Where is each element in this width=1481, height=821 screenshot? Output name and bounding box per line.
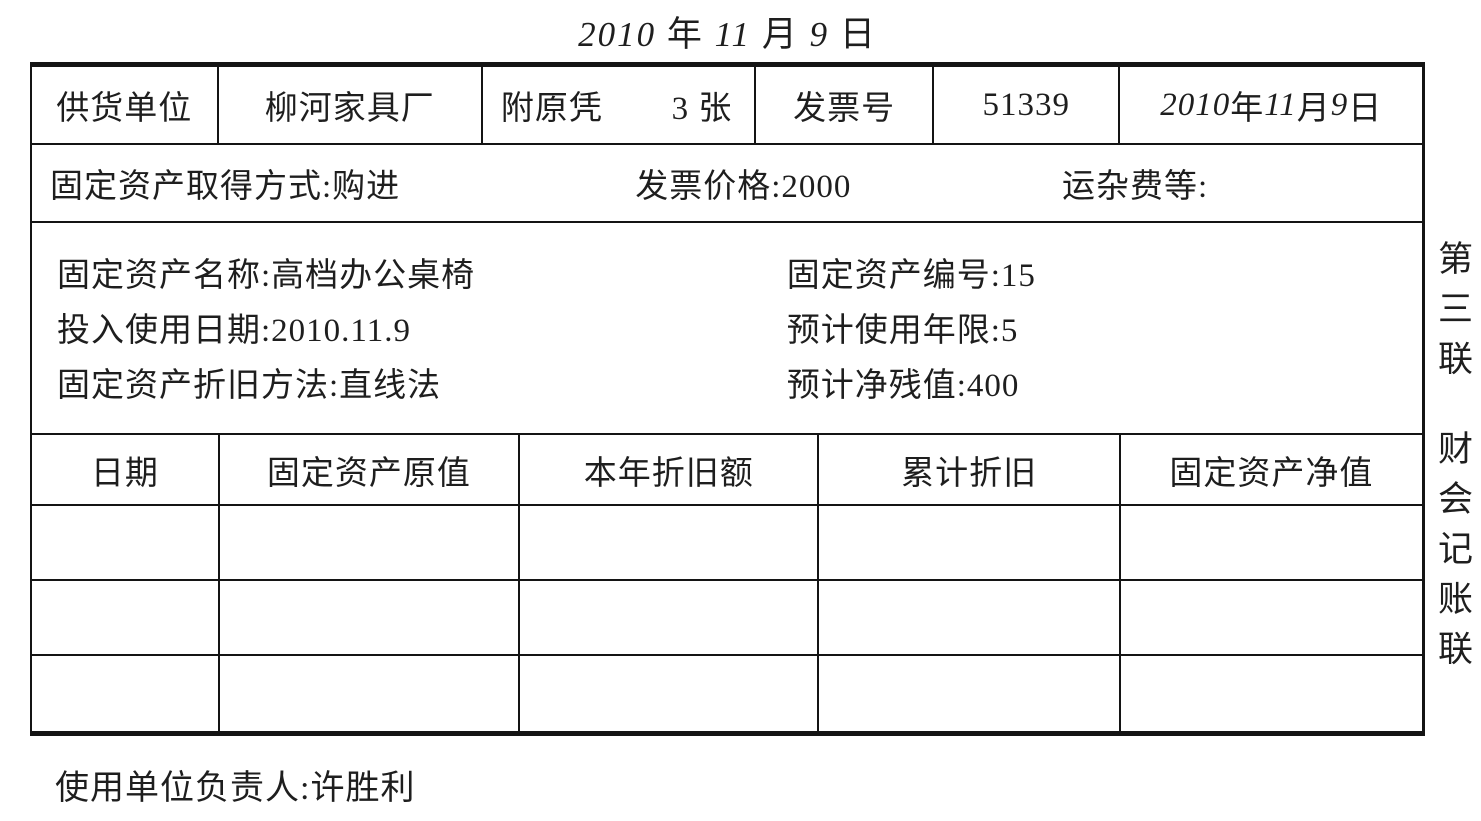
- depreciation-table-header: 日期 固定资产原值 本年折旧额 累计折旧 固定资产净值: [32, 435, 1422, 506]
- date-text-part: 2010: [578, 15, 657, 54]
- table-cell: [220, 656, 521, 731]
- depreciation-method-line: 固定资产折旧方法:直线法: [57, 368, 442, 404]
- invoice-no-label-cell: 发票号: [756, 67, 934, 143]
- attached-vouchers-label: 附原凭: [500, 91, 603, 127]
- table-cell: [520, 656, 820, 731]
- in-service-date-line: 投入使用日期:2010.11.9: [57, 313, 411, 349]
- document-date-title: 2010 年 11 月 9 日: [30, 6, 1425, 57]
- supplier-value-cell: 柳河家具厂: [219, 67, 483, 143]
- attached-vouchers-cell: 附原凭 3 张: [483, 67, 757, 143]
- date-text-part: 年: [1230, 91, 1265, 127]
- asset-name-line: 固定资产名称:高档办公桌椅: [57, 258, 476, 294]
- table-cell: [520, 581, 820, 654]
- table-cell: [819, 506, 1121, 579]
- date-text-part: 11: [714, 15, 752, 54]
- supplier-label-cell: 供货单位: [32, 67, 219, 143]
- header-cell-accumulated-depreciation: 累计折旧: [819, 435, 1121, 504]
- header-cell-current-year-depreciation: 本年折旧额: [520, 435, 820, 504]
- asset-details-section: 固定资产名称:高档办公桌椅 投入使用日期:2010.11.9 固定资产折旧方法:…: [32, 223, 1422, 435]
- header-cell-original-value: 固定资产原值: [220, 435, 521, 504]
- table-row: [32, 506, 1422, 581]
- table-cell: [32, 656, 220, 731]
- copy-stub-vertical-text: 第三联 财会记账联: [1429, 240, 1475, 680]
- table-cell: [32, 581, 220, 654]
- footer-signature: 使用单位负责人:许胜利: [55, 770, 416, 807]
- asset-card-form: 供货单位 柳河家具厂 附原凭 3 张 发票号 51339 2010 年 11 月…: [30, 62, 1425, 736]
- date-text-part: 日: [1348, 91, 1383, 127]
- table-cell: [220, 506, 521, 579]
- asset-details-left-column: 固定资产名称:高档办公桌椅 投入使用日期:2010.11.9 固定资产折旧方法:…: [57, 249, 475, 414]
- date-text-part: 2010: [1160, 86, 1231, 123]
- stub-copy-name: 财会记账联: [1433, 430, 1472, 680]
- date-text-part: 9: [1330, 86, 1349, 123]
- header-cell-date: 日期: [32, 435, 220, 504]
- date-text-part: 月: [751, 15, 810, 54]
- table-cell: [1121, 506, 1422, 579]
- asset-number-line: 固定资产编号:15: [786, 258, 1036, 294]
- attached-vouchers-count: 3 张: [671, 91, 733, 127]
- acquisition-method-text: 固定资产取得方式:购进: [50, 169, 401, 205]
- invoice-price-text: 发票价格:2000: [635, 169, 852, 205]
- header-cell-net-value: 固定资产净值: [1169, 455, 1374, 492]
- supplier-info-row: 供货单位 柳河家具厂 附原凭 3 张 发票号 51339 2010 年 11 月…: [32, 67, 1422, 145]
- invoice-no-value-cell: 51339: [934, 67, 1121, 143]
- acquisition-row: 固定资产取得方式:购进 发票价格:2000 运杂费等:: [32, 145, 1422, 223]
- table-cell: [520, 506, 820, 579]
- table-cell: [819, 581, 1121, 654]
- salvage-value-line: 预计净残值:400: [786, 368, 1020, 404]
- useful-life-line: 预计使用年限:5: [786, 313, 1019, 349]
- table-cell: [1121, 656, 1422, 731]
- table-row: [32, 581, 1422, 656]
- date-text-part: 日: [829, 15, 877, 54]
- date-text-part: 11: [1264, 86, 1297, 123]
- table-row: [32, 656, 1422, 731]
- freight-fee-text: 运杂费等:: [1061, 169, 1209, 205]
- table-cell: [1121, 581, 1422, 654]
- date-text-part: 9: [809, 15, 830, 54]
- asset-details-right-column: 固定资产编号:15 预计使用年限:5 预计净残值:400: [787, 249, 1036, 414]
- stub-copy-number: 第三联: [1433, 240, 1472, 390]
- table-cell: [819, 656, 1121, 731]
- date-text-part: 年: [656, 15, 715, 54]
- table-cell: [32, 506, 220, 579]
- depreciation-table-body: [32, 506, 1422, 731]
- table-cell: [220, 581, 521, 654]
- date-text-part: 月: [1296, 91, 1331, 127]
- record-date-cell: 2010 年 11 月 9 日: [1120, 67, 1422, 143]
